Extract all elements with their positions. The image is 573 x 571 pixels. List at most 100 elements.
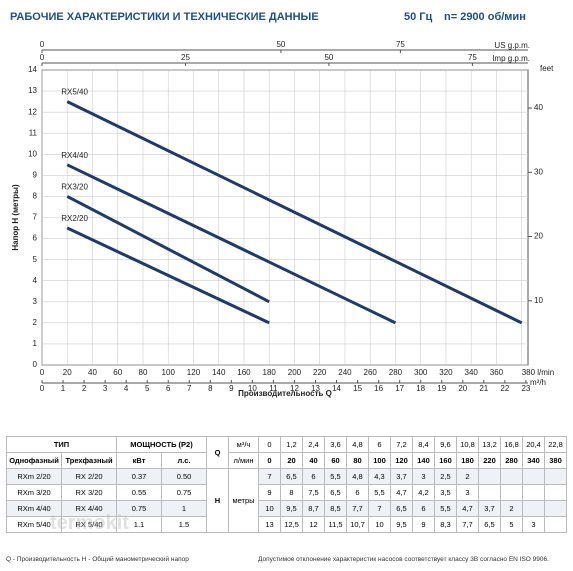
table-cell: 2 — [456, 468, 479, 485]
table-cell: 3,7 — [390, 468, 413, 485]
x-tick-label: 260 — [364, 368, 378, 377]
header-cell: метры — [228, 468, 259, 533]
top-tick-label: 0 — [40, 53, 45, 62]
table-cell: 6,5 — [324, 484, 347, 501]
table-cell: 0.37 — [116, 468, 162, 485]
series-line — [66, 100, 523, 325]
table-row: RXm 3/20 RX 3/20 0.55 0.75 9 8 7,5 6,5 6 5,5 4,7 4,… — [6, 484, 567, 501]
header-cell: 0 — [258, 436, 281, 453]
m3h-tick-label: 22 — [500, 384, 509, 393]
header-cell: H — [206, 468, 229, 533]
table-cell — [544, 516, 567, 533]
y-tick-label: 5 — [33, 255, 38, 264]
y-tick-label: 0 — [33, 360, 38, 369]
table-cell: RXm 4/40 — [6, 500, 62, 517]
table-cell: RXm 3/20 — [6, 484, 62, 501]
m3h-tick-label: 13 — [311, 384, 320, 393]
header-cell: 20,4 — [522, 436, 545, 453]
header-cell: м³/ч — [228, 436, 259, 453]
m3h-tick-label: 5 — [145, 384, 150, 393]
table-cell: 7 — [368, 500, 391, 517]
table-cell — [544, 468, 567, 485]
x-tick-label: 40 — [88, 368, 97, 377]
x-tick-label: 100 — [162, 368, 176, 377]
y-tick-label: 13 — [28, 86, 37, 95]
header-cell: 380 — [544, 452, 567, 469]
m3h-tick-label: 6 — [166, 384, 171, 393]
table-cell: 1.5 — [161, 516, 207, 533]
header-cell: МОЩНОСТЬ (P2) — [116, 436, 207, 453]
top-tick-label: 50 — [276, 40, 285, 49]
x-tick-label: 320 — [439, 368, 453, 377]
series-line — [66, 163, 397, 325]
y2-tick-label: 20 — [534, 232, 543, 241]
table-cell: 5 — [500, 516, 523, 533]
series-line — [66, 195, 270, 304]
x-tick-label: 300 — [414, 368, 428, 377]
header-cell: 280 — [500, 452, 523, 469]
table-row: Однофазный Трехфазный кВт л.с. л/мин 0 20 40 60 8… — [6, 452, 567, 469]
table-cell: 8,5 — [324, 500, 347, 517]
y2-tick-label: 30 — [534, 167, 543, 176]
table-cell: 3 — [412, 468, 435, 485]
table-cell: 5,5 — [368, 484, 391, 501]
header-cell: 4,8 — [346, 436, 369, 453]
y-tick-label: 1 — [33, 339, 38, 348]
header-cell: 9,6 — [434, 436, 457, 453]
table-cell — [500, 484, 523, 501]
header-cell: 100 — [368, 452, 391, 469]
y-tick-label: 6 — [33, 234, 38, 243]
x-tick-label: 140 — [212, 368, 226, 377]
header-cell: л.с. — [161, 452, 207, 469]
m3h-tick-label: 3 — [103, 384, 108, 393]
m3h-tick-label: 17 — [395, 384, 404, 393]
header-cell: 60 — [324, 452, 347, 469]
table-cell: 12 — [302, 516, 325, 533]
m3h-tick-label: 4 — [124, 384, 129, 393]
x-tick-label: 340 — [465, 368, 479, 377]
table-cell: RX 2/20 — [61, 468, 117, 485]
footnote-left: Q - Производительность H - Общий маномет… — [6, 556, 189, 563]
footnote-right: Допустимое отклонение характеристик насо… — [258, 556, 549, 563]
table-cell: 7 — [258, 468, 281, 485]
table-cell: 3 — [456, 484, 479, 501]
m3h-tick-label: 2 — [82, 384, 87, 393]
x-tick-label: 240 — [338, 368, 352, 377]
y2-unit: feet — [540, 64, 554, 73]
header-cell: ТИП — [6, 436, 117, 453]
header-cell: 3,6 — [324, 436, 347, 453]
m3h-tick-label: 23 — [521, 384, 530, 393]
table-cell: 8,3 — [434, 516, 457, 533]
x-tick-label: 60 — [113, 368, 122, 377]
axis-unit: US g.p.m. — [494, 41, 530, 50]
header-cell: 40 — [302, 452, 325, 469]
y-tick-label: 4 — [33, 276, 38, 285]
header-cell: 180 — [456, 452, 479, 469]
x-tick-label: 360 — [490, 368, 504, 377]
header-cell: 16,8 — [500, 436, 523, 453]
header-cell: л/мин — [228, 452, 259, 469]
y-tick-label: 10 — [28, 149, 37, 158]
header-cell: кВт — [116, 452, 162, 469]
table-cell: 7,7 — [346, 500, 369, 517]
table-cell: 4,7 — [390, 484, 413, 501]
table-cell: 9 — [412, 516, 435, 533]
table-cell: 2 — [500, 500, 523, 517]
y-tick-label: 11 — [29, 128, 38, 137]
top-tick-label: 75 — [396, 40, 405, 49]
y-tick-label: 14 — [28, 65, 37, 74]
table-cell: 0.75 — [161, 484, 207, 501]
series-label: RX4/40 — [61, 151, 88, 160]
table-cell: 6,5 — [478, 516, 501, 533]
m3h-tick-label: 18 — [416, 384, 425, 393]
header-cell: 2,4 — [302, 436, 325, 453]
table-cell: RXm 2/20 — [6, 468, 62, 485]
x-tick-label: 180 — [263, 368, 277, 377]
m3h-tick-label: 7 — [187, 384, 192, 393]
table-cell: 0.75 — [116, 500, 162, 517]
x-axis-title: Производительность Q — [238, 389, 332, 398]
series-label: RX2/20 — [61, 214, 88, 223]
y-tick-label: 9 — [33, 170, 38, 179]
table-cell: 3 — [522, 516, 545, 533]
header-cell: 0 — [258, 452, 281, 469]
